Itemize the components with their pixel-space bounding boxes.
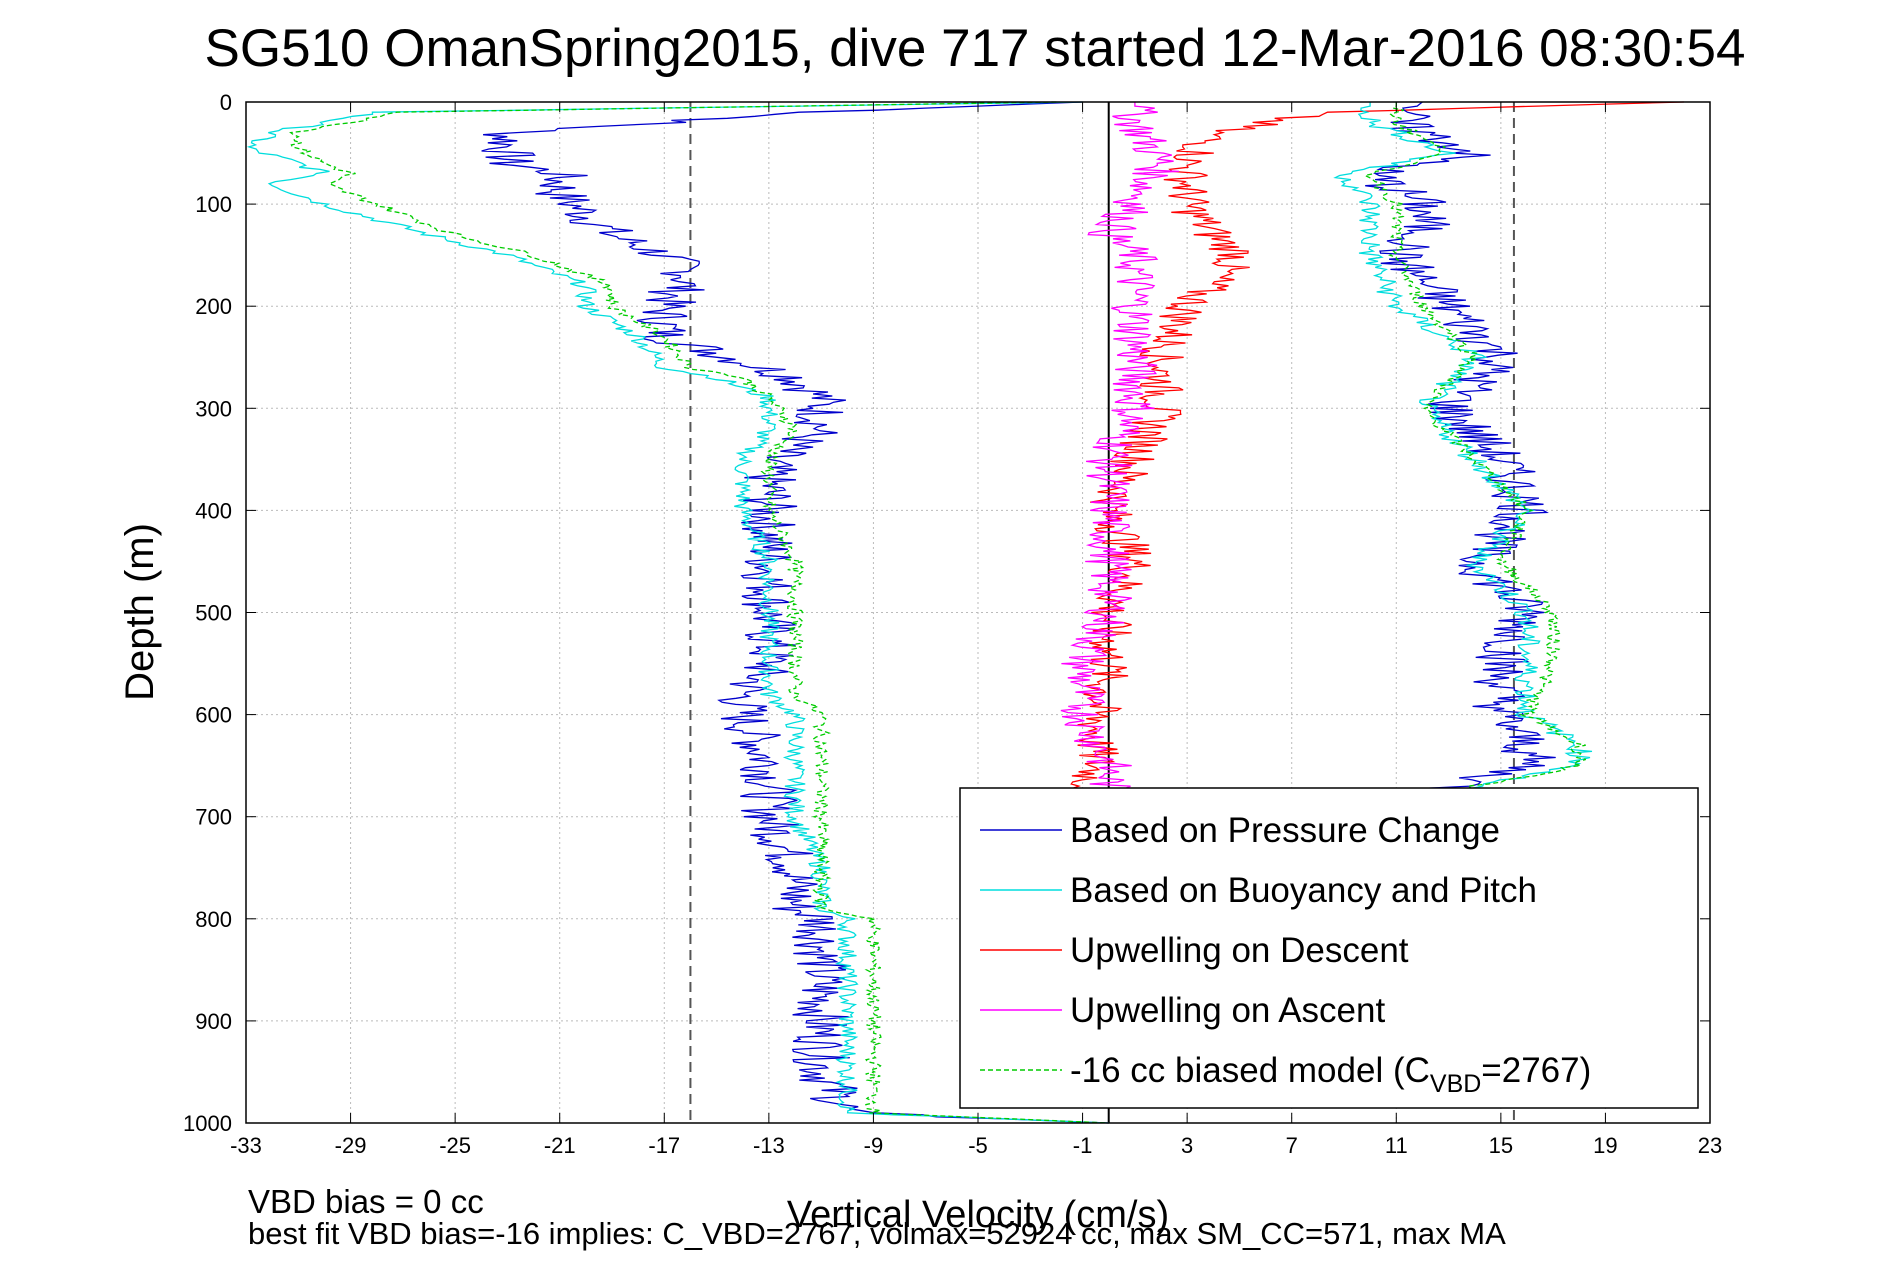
x-tick-label-3: -21 (544, 1133, 576, 1158)
x-tick-label-8: -1 (1073, 1133, 1093, 1158)
series-line-0 (481, 101, 1109, 1124)
series-line-1 (246, 101, 1109, 1124)
y-tick-label-4: 400 (195, 498, 232, 523)
y-tick-label-8: 800 (195, 907, 232, 932)
y-tick-label-10: 1000 (183, 1111, 232, 1136)
x-tick-label-13: 19 (1593, 1133, 1617, 1158)
y-tick-label-7: 700 (195, 805, 232, 830)
y-tick-label-6: 600 (195, 703, 232, 728)
series-layer (246, 101, 1684, 1124)
x-tick-label-6: -9 (864, 1133, 884, 1158)
series-line-5 (1365, 101, 1556, 797)
series-line-4 (289, 101, 1109, 1124)
series-line-2 (1067, 101, 1684, 797)
series-line-6 (1333, 102, 1593, 797)
x-tick-label-0: -33 (230, 1133, 262, 1158)
y-tick-label-9: 900 (195, 1009, 232, 1034)
legend-box (959, 787, 1699, 1109)
y-tick-label-2: 200 (195, 294, 232, 319)
legend-label-2: Upwelling on Descent (1070, 931, 1409, 970)
x-tick-label-4: -17 (648, 1133, 680, 1158)
y-tick-label-0: 0 (220, 90, 232, 115)
legend-label-4: -16 cc biased model (CVBD=2767) (1070, 1051, 1591, 1098)
legend: Based on Pressure Change Based on Buoyanc… (959, 787, 1699, 1109)
x-tick-label-2: -25 (439, 1133, 471, 1158)
x-tick-label-10: 7 (1286, 1133, 1298, 1158)
x-tick-label-7: -5 (968, 1133, 988, 1158)
legend-label-0: Based on Pressure Change (1070, 811, 1500, 850)
x-tick-label-14: 23 (1698, 1133, 1722, 1158)
y-tick-label-1: 100 (195, 192, 232, 217)
x-tick-label-1: -29 (335, 1133, 367, 1158)
x-tick-label-5: -13 (753, 1133, 785, 1158)
x-tick-label-9: 3 (1181, 1133, 1193, 1158)
series-line-3 (1060, 102, 1180, 797)
y-tick-label-3: 300 (195, 396, 232, 421)
tick-layer: -33 -29 -25 -21 -17 -13 -9 -5 -1 3 7 11 15 19 23010020… (183, 90, 1722, 1158)
y-tick-label-5: 500 (195, 601, 232, 626)
chart-title: SG510 OmanSpring2015, dive 717 started 1… (205, 19, 1746, 78)
annotation-vbd-bias: VBD bias = 0 cc (248, 1183, 484, 1220)
annotation-best-fit: best fit VBD bias=-16 implies: C_VBD=276… (248, 1216, 1506, 1251)
x-axis-label: Vertical Velocity (cm/s) (787, 1194, 1169, 1236)
legend-label-3: Upwelling on Ascent (1070, 991, 1385, 1030)
series-line-7 (1363, 102, 1586, 797)
x-tick-label-12: 15 (1489, 1133, 1513, 1158)
y-axis-label: Depth (m) (118, 523, 162, 701)
x-tick-label-11: 11 (1385, 1133, 1408, 1158)
legend-label-1: Based on Buoyancy and Pitch (1070, 871, 1537, 910)
